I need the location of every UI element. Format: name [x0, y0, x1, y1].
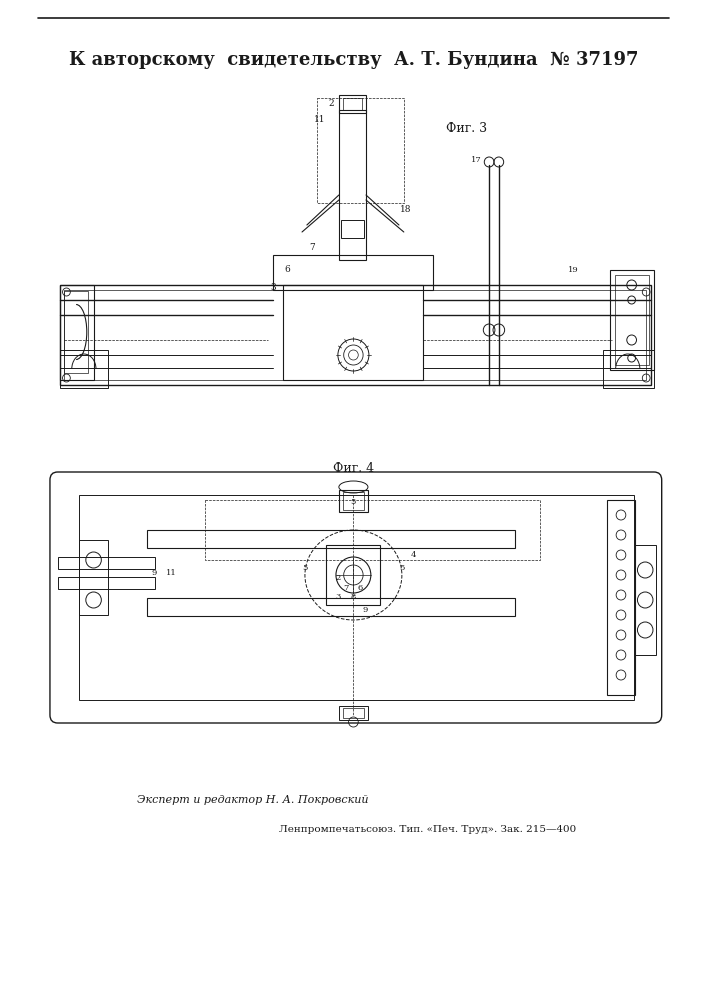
Bar [317, 98, 404, 203]
Text: 3: 3 [270, 282, 276, 292]
Bar [79, 495, 633, 700]
Text: 17: 17 [471, 156, 482, 164]
Text: 19: 19 [568, 266, 579, 274]
Bar [615, 275, 649, 365]
Text: 8: 8 [351, 593, 356, 601]
Bar [79, 540, 108, 615]
Bar [339, 95, 366, 113]
Text: 18: 18 [400, 206, 411, 215]
Text: 3: 3 [335, 593, 341, 601]
Bar [147, 530, 515, 548]
Text: Ленпромпечатьсоюз. Тип. «Печ. Труд». Зак. 215—400: Ленпромпечатьсоюз. Тип. «Печ. Труд». Зак… [279, 826, 577, 834]
Bar [610, 270, 654, 370]
Bar [343, 98, 362, 110]
Text: Эксперт и редактор Н. А. Покровский: Эксперт и редактор Н. А. Покровский [137, 795, 369, 805]
Bar [58, 557, 155, 569]
Bar [339, 490, 368, 512]
Bar [58, 577, 155, 589]
Bar [205, 500, 539, 560]
Bar [343, 708, 364, 718]
Bar [283, 285, 423, 380]
Bar [326, 545, 380, 605]
Bar [341, 220, 364, 238]
Bar [59, 285, 651, 385]
Bar [64, 290, 646, 380]
Bar [59, 285, 93, 380]
Text: 6: 6 [358, 584, 363, 592]
Bar [273, 255, 433, 290]
Bar [343, 492, 364, 510]
Text: 9: 9 [363, 606, 368, 614]
Bar [635, 545, 656, 655]
Text: 7: 7 [343, 584, 349, 592]
Text: 5: 5 [399, 564, 404, 572]
Bar [147, 598, 515, 616]
Text: 5: 5 [302, 564, 308, 572]
Bar [607, 500, 635, 695]
Bar [59, 350, 108, 388]
Text: 2: 2 [328, 99, 334, 107]
Bar [602, 350, 654, 388]
Text: 11: 11 [314, 115, 325, 124]
Text: К авторскому  свидетельству  А. Т. Бундина  № 37197: К авторскому свидетельству А. Т. Бундина… [69, 51, 638, 69]
Text: 5: 5 [351, 498, 356, 506]
Text: 7: 7 [309, 243, 315, 252]
Text: 9: 9 [152, 569, 158, 577]
Text: 2: 2 [335, 574, 341, 582]
Text: Фиг. 3: Фиг. 3 [446, 121, 487, 134]
Text: 11: 11 [165, 569, 177, 577]
Text: 6: 6 [285, 265, 291, 274]
Bar [339, 110, 366, 260]
Bar [64, 291, 88, 373]
Text: 4: 4 [411, 551, 416, 559]
Text: Фиг. 4: Фиг. 4 [333, 462, 374, 475]
Bar [339, 706, 368, 720]
